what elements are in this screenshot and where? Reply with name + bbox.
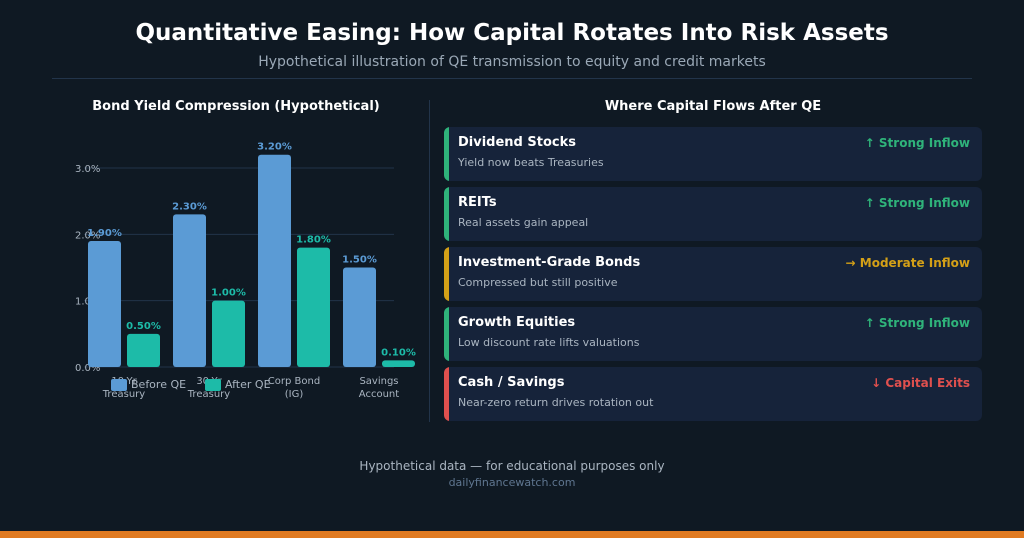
legend-swatch-after-qe	[205, 379, 221, 391]
bar-before-qe	[258, 154, 291, 367]
x-tick-label: Corp Bond	[268, 376, 320, 387]
flows-heading: Where Capital Flows After QE	[604, 99, 822, 114]
data-label: 1.80%	[296, 235, 331, 246]
x-tick-label: Savings	[359, 376, 398, 387]
bar-before-qe	[343, 267, 376, 367]
flow-description: Yield now beats Treasuries	[458, 156, 604, 169]
flow-indicator-bar	[444, 307, 449, 361]
flow-status: ↑ Strong Inflow	[864, 196, 970, 210]
flow-name: Investment-Grade Bonds	[458, 255, 641, 270]
flow-indicator-bar	[444, 127, 449, 181]
flow-indicator-bar	[444, 367, 449, 421]
data-label: 1.50%	[342, 255, 377, 266]
flow-name: Growth Equities	[458, 315, 576, 330]
flow-card-cash-savings: Cash / Savings Near-zero return drives r…	[444, 367, 982, 421]
flow-card-growth-equities: Growth Equities Low discount rate lifts …	[444, 307, 982, 361]
bar-after-qe	[212, 300, 245, 367]
bar-before-qe	[173, 214, 206, 367]
y-tick-label: 2.0%	[75, 230, 100, 241]
x-tick-label: Treasury	[102, 389, 145, 400]
panel-divider	[429, 100, 430, 422]
data-label: 0.10%	[381, 347, 416, 358]
page-subtitle: Hypothetical illustration of QE transmis…	[258, 54, 766, 70]
flow-name: Dividend Stocks	[458, 135, 576, 150]
accent-bar	[0, 531, 1024, 538]
header-divider	[52, 78, 972, 79]
y-tick-label: 0.0%	[75, 363, 100, 374]
data-label: 3.20%	[257, 142, 292, 153]
legend-swatch-before-qe	[111, 379, 127, 391]
flow-status: ↑ Strong Inflow	[864, 136, 970, 150]
legend-label-before-qe: Before QE	[131, 378, 187, 391]
flow-status: ↓ Capital Exits	[871, 376, 970, 390]
flow-description: Compressed but still positive	[458, 276, 618, 289]
data-label: 0.50%	[126, 321, 161, 332]
y-tick-label: 1.0%	[75, 297, 100, 308]
x-tick-label: Account	[359, 389, 399, 400]
x-tick-label: (IG)	[285, 389, 304, 400]
flow-list: Dividend Stocks Yield now beats Treasuri…	[444, 127, 982, 427]
flow-description: Low discount rate lifts valuations	[458, 336, 640, 349]
bar-after-qe	[127, 333, 160, 367]
yield-chart: 0.0%1.0%2.0%3.0%1.90%0.50%10-YrTreasury2…	[75, 142, 416, 400]
flow-card-dividend-stocks: Dividend Stocks Yield now beats Treasuri…	[444, 127, 982, 181]
bar-before-qe	[88, 240, 121, 367]
bar-after-qe	[382, 360, 415, 367]
flow-description: Real assets gain appeal	[458, 216, 589, 229]
data-label: 1.90%	[87, 228, 122, 239]
flow-name: Cash / Savings	[458, 375, 565, 390]
flow-name: REITs	[458, 195, 497, 210]
footer-disclaimer: Hypothetical data — for educational purp…	[359, 459, 665, 473]
flow-indicator-bar	[444, 247, 449, 301]
footer-site: dailyfinancewatch.com	[448, 476, 576, 489]
x-tick-label: Treasury	[187, 389, 230, 400]
legend-label-after-qe: After QE	[225, 378, 271, 391]
bar-after-qe	[297, 247, 330, 367]
flow-status: ↑ Strong Inflow	[864, 316, 970, 330]
data-label: 1.00%	[211, 288, 246, 299]
flow-card-investment-grade-bonds: Investment-Grade Bonds Compressed but st…	[444, 247, 982, 301]
data-label: 2.30%	[172, 201, 207, 212]
page-title: Quantitative Easing: How Capital Rotates…	[135, 20, 889, 46]
chart-title: Bond Yield Compression (Hypothetical)	[92, 99, 380, 114]
flow-status: → Moderate Inflow	[845, 256, 970, 270]
flow-indicator-bar	[444, 187, 449, 241]
y-tick-label: 3.0%	[75, 164, 100, 175]
flow-description: Near-zero return drives rotation out	[458, 396, 654, 409]
flow-card-reits: REITs Real assets gain appeal ↑ Strong I…	[444, 187, 982, 241]
